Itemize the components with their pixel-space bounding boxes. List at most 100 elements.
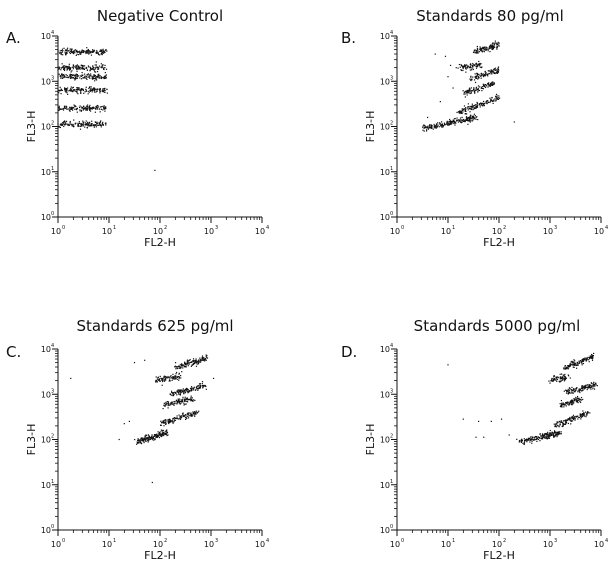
cluster-2-point xyxy=(96,66,98,68)
cluster-4-point xyxy=(79,90,82,92)
cluster-1-point xyxy=(581,359,583,361)
cluster-3-point xyxy=(492,69,495,71)
cluster-1-point xyxy=(74,50,76,52)
cluster-5-point xyxy=(184,415,186,417)
cluster-6-point xyxy=(428,125,431,127)
cluster-5-point xyxy=(195,413,197,416)
cluster-2-point xyxy=(553,376,555,378)
cluster-6-point xyxy=(472,117,475,119)
cluster-2-point xyxy=(76,68,78,71)
cluster-2-point xyxy=(161,378,163,380)
cluster-3-point xyxy=(105,74,108,76)
cluster-2-point xyxy=(69,68,71,70)
cluster-5-point xyxy=(88,105,91,108)
x-tick-exponent: 1 xyxy=(452,225,455,231)
cluster-5-point xyxy=(471,103,473,105)
cluster-4-point xyxy=(99,88,101,90)
cluster-2-point xyxy=(155,380,157,382)
cluster-2-point xyxy=(169,375,171,378)
cluster-1-point xyxy=(589,356,591,358)
cluster-1-point xyxy=(206,357,208,359)
cluster-5-point xyxy=(579,415,581,417)
cluster-4-point xyxy=(577,401,579,404)
cluster-3-point xyxy=(589,384,591,387)
cluster-3-point xyxy=(493,72,495,74)
y-tick-exponent: 4 xyxy=(51,30,54,36)
cluster-2-point xyxy=(175,377,177,379)
cluster-4-point xyxy=(92,89,94,92)
cluster-4-point xyxy=(571,400,573,402)
cluster-3-point xyxy=(568,389,571,391)
cluster-3-point xyxy=(63,76,65,79)
cluster-5-point xyxy=(469,105,471,108)
cluster-4-point xyxy=(560,405,563,407)
cluster-6-point xyxy=(543,436,545,438)
cluster-4-point xyxy=(480,87,482,90)
cluster-6-point xyxy=(453,121,455,123)
cluster-3-point xyxy=(184,389,187,391)
cluster-3-point xyxy=(565,389,568,392)
cluster-2-point xyxy=(165,376,168,378)
cluster-3-point xyxy=(196,385,199,387)
cluster-6-point xyxy=(435,127,437,129)
cluster-2-point xyxy=(168,380,170,382)
cluster-2-point xyxy=(73,65,75,68)
cluster-6-point xyxy=(461,120,463,122)
cluster-2-point xyxy=(78,65,80,67)
cluster-3-point xyxy=(484,70,486,73)
cluster-6-point xyxy=(101,124,103,126)
cluster-4-point xyxy=(481,90,483,92)
cluster-6-point xyxy=(63,121,65,123)
cluster-6-point xyxy=(453,122,455,125)
cluster-6-point xyxy=(89,121,91,123)
cluster-5-point xyxy=(585,416,587,418)
cluster-2-point xyxy=(163,379,165,381)
cluster-6-point xyxy=(88,123,90,125)
cluster-1-point xyxy=(70,50,72,52)
cluster-6-point xyxy=(157,431,159,433)
cluster-6-point xyxy=(75,122,77,124)
cluster-3-point xyxy=(574,391,576,393)
cluster-6-point xyxy=(441,124,443,126)
cluster-1-point xyxy=(205,356,207,358)
x-tick-label: 10 xyxy=(153,540,163,549)
cluster-1-point xyxy=(193,360,196,362)
cluster-5-point xyxy=(567,419,569,421)
cluster-1-point xyxy=(102,48,104,50)
cluster-6-point xyxy=(521,440,523,442)
cluster-2-point xyxy=(159,375,161,377)
cluster-6-point xyxy=(88,125,90,127)
cluster-1-point xyxy=(186,359,189,361)
cluster-4-point xyxy=(574,398,577,400)
cluster-4-point xyxy=(60,89,62,92)
cluster-2-point xyxy=(564,378,566,380)
cluster-6-point xyxy=(60,123,62,125)
cluster-3-point xyxy=(63,76,66,78)
cluster-6-point xyxy=(529,438,532,440)
cluster-4-point xyxy=(178,399,180,402)
cluster-6-point xyxy=(146,438,148,440)
cluster-1-point xyxy=(99,50,101,52)
cluster-3-point xyxy=(74,78,77,80)
cluster-1-point xyxy=(567,366,569,369)
cluster-5-point xyxy=(496,97,499,99)
cluster-4-point xyxy=(66,90,68,92)
cluster-1-point xyxy=(97,52,99,54)
cluster-4-point xyxy=(65,87,67,90)
cluster-1-point xyxy=(566,368,568,370)
cluster-5-point xyxy=(179,417,181,419)
cluster-1-point xyxy=(69,51,71,54)
cluster-6-point xyxy=(91,120,93,122)
cluster-2-point xyxy=(564,375,566,378)
cluster-5-point xyxy=(183,414,185,417)
cluster-3-point xyxy=(585,386,587,388)
cluster-3-point xyxy=(199,385,202,388)
cluster-5-point xyxy=(579,415,582,418)
cluster-3-point xyxy=(568,392,570,394)
cluster-1-point xyxy=(92,50,94,52)
cluster-5-point xyxy=(91,108,93,110)
cluster-3-point xyxy=(99,75,101,77)
x-tick-exponent: 0 xyxy=(401,225,404,231)
cluster-2-point xyxy=(66,67,68,69)
cluster-1-point xyxy=(476,47,478,49)
